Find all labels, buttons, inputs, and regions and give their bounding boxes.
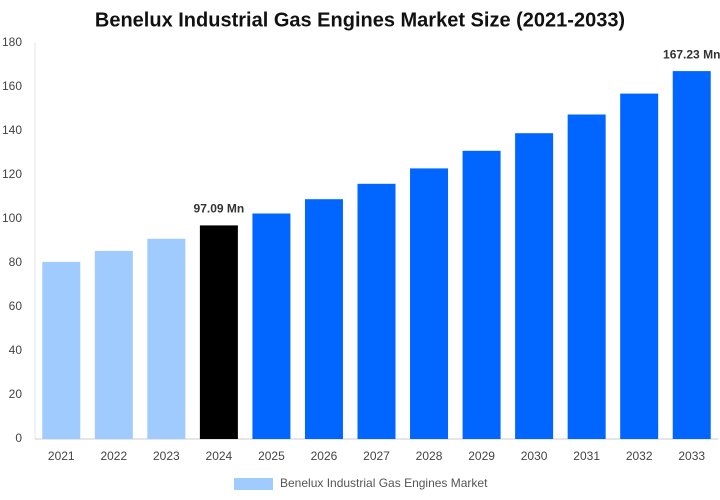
x-tick-label: 2024 — [206, 449, 233, 463]
legend-swatch — [234, 478, 273, 490]
y-tick-label: 120 — [2, 167, 22, 181]
x-tick-label: 2031 — [573, 449, 600, 463]
bar — [147, 238, 186, 439]
x-tick-label: 2029 — [468, 449, 495, 463]
bar — [567, 114, 606, 439]
bar — [462, 150, 501, 440]
x-tick-label: 2023 — [153, 449, 180, 463]
y-tick-label: 0 — [15, 431, 22, 445]
bar — [357, 183, 396, 439]
bar — [199, 225, 238, 439]
x-tick-label: 2022 — [100, 449, 127, 463]
x-tick-label: 2025 — [258, 449, 285, 463]
x-tick-label: 2027 — [363, 449, 390, 463]
data-label: 167.23 Mn — [663, 47, 720, 61]
chart-title: Benelux Industrial Gas Engines Market Si… — [95, 9, 625, 31]
y-tick-label: 100 — [2, 211, 22, 225]
x-tick-label: 2028 — [416, 449, 443, 463]
y-tick-label: 140 — [2, 123, 22, 137]
bar — [620, 93, 659, 439]
y-tick-label: 20 — [9, 387, 23, 401]
x-tick-label: 2032 — [626, 449, 653, 463]
y-tick-label: 180 — [2, 35, 22, 49]
y-tick-label: 160 — [2, 79, 22, 93]
x-tick-label: 2033 — [678, 449, 705, 463]
x-tick-label: 2021 — [48, 449, 75, 463]
y-tick-label: 40 — [9, 343, 23, 357]
y-tick-label: 60 — [9, 299, 23, 313]
bar — [42, 261, 81, 439]
bar — [672, 71, 711, 440]
legend-label: Benelux Industrial Gas Engines Market — [280, 476, 488, 490]
bar — [252, 213, 291, 439]
bar — [410, 168, 449, 439]
bar — [515, 133, 554, 439]
bar — [94, 250, 133, 439]
data-label: 97.09 Mn — [194, 202, 245, 216]
x-tick-label: 2030 — [521, 449, 548, 463]
bar — [304, 199, 343, 439]
y-tick-label: 80 — [9, 255, 23, 269]
x-tick-label: 2026 — [311, 449, 338, 463]
